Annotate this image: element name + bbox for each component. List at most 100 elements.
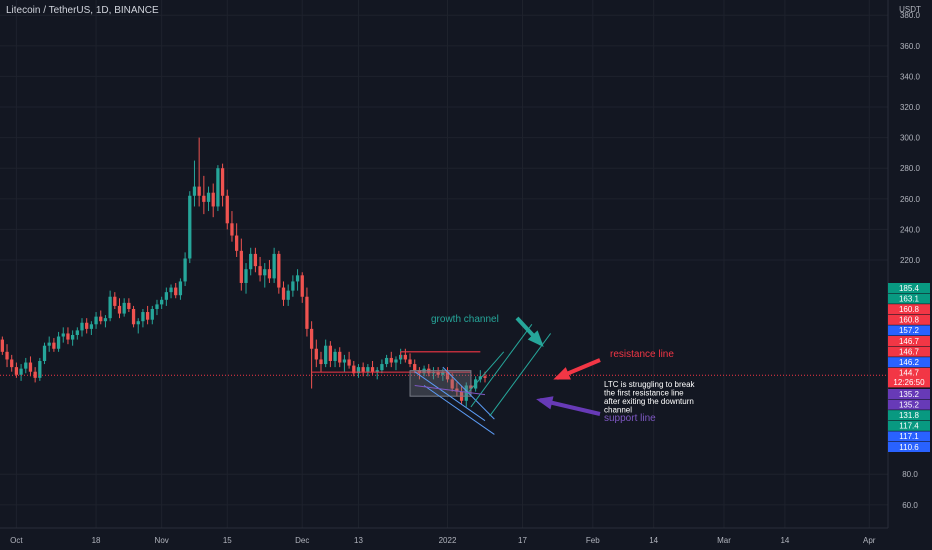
candle-body (145, 312, 150, 320)
candle-body (338, 351, 342, 363)
price-label: 157.2 (899, 326, 920, 335)
price-label-bg (888, 314, 930, 325)
price-label: 117.1 (899, 432, 919, 441)
candle-body (384, 357, 389, 365)
candle-body (244, 269, 248, 283)
candle-body (202, 195, 206, 202)
price-label: 135.2 (899, 390, 920, 399)
candle-body (249, 253, 253, 270)
price-label-bg (888, 357, 930, 368)
resistance-arrow-head (553, 367, 571, 380)
candle-body (272, 253, 276, 279)
candle-body (42, 345, 47, 361)
price-label: 12:26:50 (893, 378, 925, 387)
candle-body (455, 388, 459, 392)
candle-body (113, 296, 117, 306)
candle-body (450, 379, 454, 389)
candle-body (267, 269, 272, 279)
x-tick-label: 14 (780, 536, 789, 545)
candle-body (328, 345, 333, 361)
x-tick-label: Mar (717, 536, 731, 545)
candle-body (10, 359, 14, 368)
price-label: 160.8 (899, 305, 920, 314)
candle-body (192, 186, 197, 196)
candle-body (230, 223, 234, 236)
candle-body (277, 253, 281, 288)
candle-body (375, 370, 379, 372)
y-tick-label: 320.0 (900, 103, 921, 112)
candle-body (178, 281, 183, 296)
price-axis-bg (888, 0, 932, 550)
price-label: 160.8 (899, 316, 920, 325)
growth-channel-mid (465, 351, 505, 395)
price-label: 185.4 (899, 284, 920, 293)
candle-body (464, 385, 468, 401)
price-label-bg (888, 293, 930, 304)
x-tick-label: 13 (354, 536, 363, 545)
candle-body (356, 367, 361, 374)
candle-body (99, 316, 103, 322)
candle-body (5, 351, 9, 360)
price-label-bg (888, 346, 930, 357)
y-tick-label: 300.0 (900, 134, 921, 143)
x-tick-label: Apr (863, 536, 876, 545)
y-tick-label: 260.0 (900, 195, 921, 204)
candle-body (150, 308, 154, 320)
candle-body (183, 258, 187, 282)
candles-layer (0, 137, 487, 407)
growth-channel-label: growth channel (431, 314, 499, 325)
candle-body (61, 333, 65, 337)
x-tick-label: Oct (10, 536, 23, 545)
growth-channel-lower (489, 333, 552, 417)
candle-body (403, 354, 407, 360)
price-label-bg (888, 304, 930, 315)
downtrend-channel-lower (423, 385, 495, 435)
candle-body (85, 322, 89, 329)
symbol-title: Litecoin / TetherUS, 1D, BINANCE (6, 5, 159, 16)
candle-body (141, 312, 145, 322)
candle-body (220, 168, 225, 196)
candle-body (239, 250, 243, 283)
price-label-bg (888, 399, 930, 410)
candle-body (253, 253, 258, 267)
candle-body (309, 328, 314, 349)
support-arrow-head (536, 396, 554, 410)
price-label: 131.8 (899, 411, 920, 420)
time-axis[interactable]: Oct 18 Nov 15 Dec 13 2022 17 Feb 14 Mar 14 Apr (0, 527, 888, 545)
candle-body (127, 302, 131, 309)
y-tick-label: 380.0 (900, 11, 921, 20)
candle-body (38, 361, 42, 378)
price-label-bg (888, 377, 930, 388)
candle-body (169, 287, 173, 293)
x-tick-label: 17 (518, 536, 527, 545)
x-tick-label: Dec (295, 536, 309, 545)
analysis-note-line: LTC is struggling to break (604, 380, 696, 389)
candle-body (122, 302, 126, 314)
price-label: 144.7 (899, 369, 920, 378)
y-tick-label: 360.0 (900, 42, 921, 51)
candle-body (70, 334, 75, 340)
candle-body (0, 339, 4, 352)
candle-body (131, 308, 136, 325)
candle-body (258, 266, 262, 276)
price-label: 163.1 (899, 294, 920, 303)
candle-body (235, 235, 239, 251)
growth-channel-upper (470, 323, 533, 408)
candle-body (136, 321, 140, 325)
price-label-bg (888, 410, 930, 421)
y-tick-label: 220.0 (900, 256, 921, 265)
price-axis[interactable]: 380.0 360.0 340.0 320.0 300.0 280.0 260.0 240.0… (887, 0, 932, 550)
price-label: 146.7 (899, 347, 920, 356)
grid-layer (0, 0, 888, 528)
price-label-bg (888, 420, 930, 431)
candle-body (380, 364, 384, 371)
candle-body (117, 305, 122, 314)
candle-body (80, 322, 84, 331)
candle-body (413, 364, 417, 371)
drawings-layer: growth channel resistance line LTC is stru… (0, 314, 888, 435)
candle-body (14, 367, 19, 375)
candle-body (333, 351, 337, 361)
candle-body (206, 192, 211, 202)
candle-body (174, 287, 178, 296)
